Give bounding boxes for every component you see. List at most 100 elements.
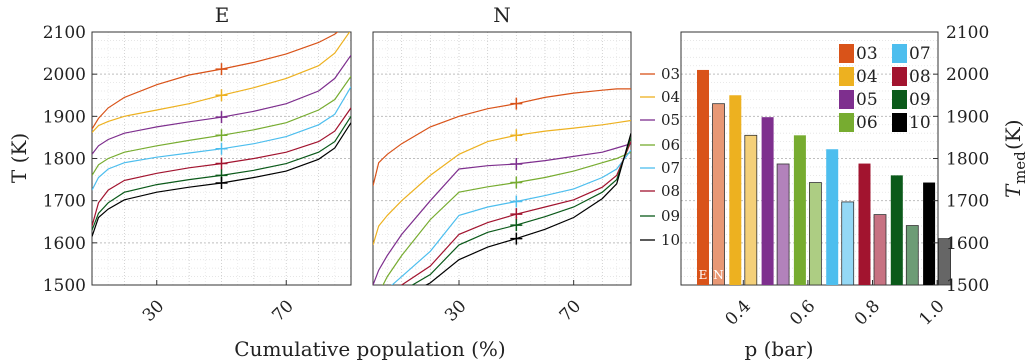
bar-03-N [712, 103, 725, 286]
x-tick-label: 30 [441, 296, 470, 325]
series-line-06 [382, 151, 631, 285]
series-line-03 [373, 88, 631, 187]
y-tick-label: 1500 [946, 276, 989, 296]
y-tick-label: 1900 [43, 107, 86, 127]
bars [697, 69, 951, 286]
median-marker-07 [215, 142, 228, 155]
y-axis-label-right: T med (K) [1001, 119, 1028, 198]
legend-label-04: 04 [856, 67, 878, 87]
bar-06-N [809, 182, 822, 286]
median-marker-07 [510, 195, 523, 208]
x-tick-label: 70 [556, 296, 585, 325]
series-line-05 [373, 143, 631, 285]
legend-label-05: 05 [661, 111, 680, 129]
legend-label-07: 07 [661, 159, 680, 177]
y-tick-label: 1500 [43, 276, 86, 296]
legend-label-08: 08 [661, 182, 680, 200]
y-tick-label: 1900 [946, 107, 989, 127]
legend-label-09: 09 [661, 207, 680, 225]
x-axis-label-right: p (bar) [744, 337, 813, 361]
y-tick-label: 1600 [43, 234, 86, 254]
series-line-05 [92, 54, 351, 155]
series-line-04 [373, 119, 631, 246]
median-marker-05 [215, 111, 228, 124]
legend-swatch-03 [839, 44, 854, 63]
series-line-03 [92, 32, 339, 130]
y-tick-label: 1800 [946, 150, 989, 170]
median-marker-06 [510, 176, 523, 189]
bar-05-E [761, 117, 774, 285]
plot-frame [372, 31, 632, 286]
panel-title: E [215, 3, 230, 27]
median-marker-03 [510, 97, 523, 110]
series-line-08 [92, 107, 351, 227]
bar-07-N [841, 201, 855, 286]
legend-label-10: 10 [909, 113, 931, 133]
bar-04-N [744, 134, 758, 286]
legend-lines: 03 04 05 06 07 08 09 10 [640, 65, 680, 249]
series-line-08 [400, 141, 631, 285]
bar-05-N [776, 163, 790, 286]
median-marker-09 [510, 219, 523, 232]
panel-title: N [493, 3, 511, 27]
legend-swatch-07 [892, 44, 907, 63]
median-marker-03 [215, 63, 228, 76]
median-marker-08 [510, 208, 523, 221]
legend-label-09: 09 [909, 90, 931, 110]
y-tick-label: 2100 [43, 23, 86, 43]
panel-e: 30 70 E 1500 1600 1700 1800 1900 2000 2100 [43, 3, 352, 326]
bar-08-E [858, 163, 871, 285]
bar-08-N [873, 214, 887, 286]
legend-label-05: 05 [856, 90, 878, 110]
legend-label-03: 03 [661, 65, 680, 83]
x-tick-label: 0.8 [851, 296, 884, 329]
series-group [373, 88, 631, 285]
legend-label-03: 03 [856, 44, 878, 64]
x-tick-label: 0.4 [722, 296, 755, 329]
bar-06-E [793, 135, 806, 285]
x-axis-label-left: Cumulative population (%) [234, 337, 505, 361]
series-group [92, 32, 351, 237]
bar-10-N [938, 238, 951, 286]
legend-swatch-06 [839, 113, 854, 132]
median-marker-08 [215, 157, 228, 170]
median-marker-04 [510, 129, 523, 142]
bar-09-N [905, 225, 919, 286]
y-tick-label: 1700 [43, 192, 86, 212]
y-tick-label: 2100 [946, 23, 989, 43]
bar-03-E [697, 69, 709, 285]
x-tick-label: 30 [139, 296, 168, 325]
series-line-07 [391, 149, 631, 285]
legend-swatch-05 [839, 90, 854, 109]
x-tick-label: 0.6 [786, 296, 819, 329]
series-line-09 [411, 137, 631, 285]
bar-label-E: E [699, 268, 708, 282]
y-tick-label: 1800 [43, 150, 86, 170]
median-marker-10 [510, 232, 523, 245]
y-axis-label-right-unit: (K) [1001, 119, 1025, 150]
panel-n: 30 70 N 03 04 05 06 07 08 09 10 [372, 3, 680, 326]
y-axis-label-right-symbol: T [1001, 183, 1025, 198]
legend-label-10: 10 [661, 231, 680, 249]
bar-07-E [826, 149, 839, 285]
legend-label-04: 04 [661, 88, 680, 106]
legend-swatch-09 [892, 90, 907, 109]
y-tick-label: 2000 [43, 65, 86, 85]
bar-label-N: N [713, 268, 724, 282]
series-line-09 [92, 115, 351, 231]
median-marker-06 [215, 129, 228, 142]
y-tick-label: 1600 [946, 234, 989, 254]
median-marker-10 [215, 176, 228, 189]
bar-04-E [729, 95, 742, 285]
legend-label-08: 08 [909, 67, 931, 87]
series-line-07 [92, 86, 351, 191]
y-axis-label-left: T (K) [7, 133, 31, 183]
legend-swatch-10 [892, 113, 907, 132]
y-tick-label: 2000 [946, 65, 989, 85]
legend-label-07: 07 [909, 44, 931, 64]
x-tick-label: 70 [268, 296, 297, 325]
series-line-10 [92, 122, 351, 237]
legend-boxes: 03 04 05 06 07 08 09 10 [839, 44, 931, 133]
